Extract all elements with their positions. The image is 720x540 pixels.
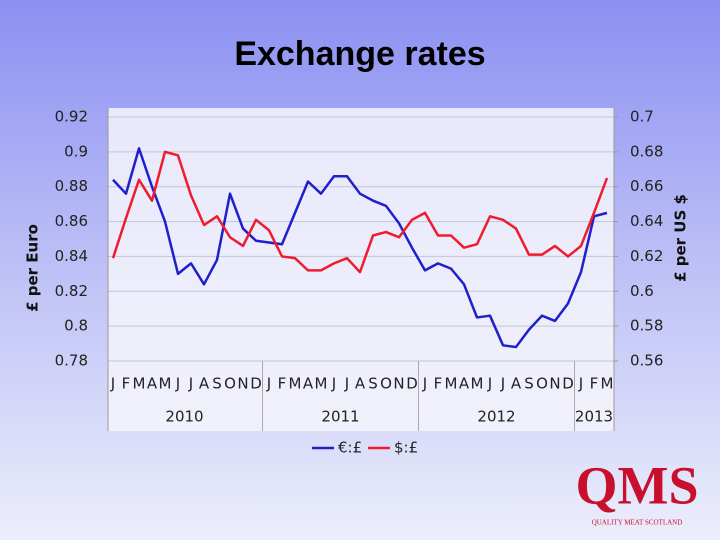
x-tick-label: F <box>278 375 287 393</box>
x-tick-label: F <box>590 375 599 393</box>
y-tick-label: 0.82 <box>55 282 88 300</box>
y-tick-label: 0.92 <box>55 108 88 126</box>
year-label: 2010 <box>165 408 203 426</box>
x-tick-label: M <box>471 375 484 393</box>
x-tick-label: A <box>199 375 210 393</box>
x-tick-label: N <box>393 375 404 393</box>
x-tick-label: A <box>459 375 470 393</box>
x-tick-label: A <box>303 375 314 393</box>
x-tick-label: J <box>110 375 115 393</box>
x-tick-label: A <box>355 375 366 393</box>
x-tick-label: M <box>133 375 146 393</box>
chart-title: Exchange rates <box>234 35 485 73</box>
x-tick-label: J <box>578 375 583 393</box>
x-tick-label: M <box>315 375 328 393</box>
x-tick-label: O <box>536 375 548 393</box>
y2-tick-label: 0.62 <box>630 247 663 265</box>
x-tick-label: A <box>511 375 522 393</box>
series-line <box>112 147 608 349</box>
x-tick-label: J <box>487 375 492 393</box>
x-tick-label: F <box>434 375 443 393</box>
x-tick-label: J <box>266 375 271 393</box>
legend-label: $:£ <box>394 439 418 457</box>
x-tick-label: O <box>224 375 236 393</box>
x-tick-label: D <box>562 375 574 393</box>
x-tick-label: D <box>406 375 418 393</box>
y-axis-label: £ per Euro <box>24 224 42 312</box>
x-tick-label: M <box>159 375 172 393</box>
y2-tick-label: 0.6 <box>630 282 654 300</box>
x-tick-label: M <box>601 375 614 393</box>
y-tick-label: 0.8 <box>64 317 88 335</box>
y2-axis-label: £ per US $ <box>672 194 690 282</box>
x-tick-label: F <box>122 375 131 393</box>
x-tick-label: D <box>250 375 262 393</box>
y2-tick-label: 0.56 <box>630 352 663 370</box>
series-line <box>111 150 609 274</box>
y-tick-label: 0.9 <box>64 142 88 160</box>
x-tick-label: M <box>445 375 458 393</box>
year-label: 2012 <box>477 408 515 426</box>
x-tick-label: S <box>212 375 222 393</box>
x-tick-label: A <box>147 375 158 393</box>
y-tick-label: 0.86 <box>55 212 88 230</box>
y-tick-label: 0.78 <box>55 352 88 370</box>
year-label: 2011 <box>321 408 359 426</box>
x-tick-label: J <box>331 375 336 393</box>
logo-tagline: QUALITY MEAT SCOTLAND <box>592 519 683 527</box>
x-tick-label: N <box>237 375 248 393</box>
y2-tick-label: 0.68 <box>630 142 663 160</box>
y2-tick-label: 0.58 <box>630 317 663 335</box>
x-tick-label: O <box>380 375 392 393</box>
logo-mark: QMS <box>575 455 698 515</box>
y2-tick-label: 0.7 <box>630 108 654 126</box>
x-tick-label: S <box>524 375 534 393</box>
x-tick-label: S <box>368 375 378 393</box>
legend-label: €:£ <box>338 439 362 457</box>
x-tick-label: N <box>549 375 560 393</box>
x-tick-label: J <box>422 375 427 393</box>
x-tick-label: J <box>344 375 349 393</box>
year-label: 2013 <box>575 408 613 426</box>
x-tick-label: M <box>289 375 302 393</box>
x-tick-label: J <box>188 375 193 393</box>
y-tick-label: 0.88 <box>55 177 88 195</box>
y-tick-label: 0.84 <box>55 247 88 265</box>
x-tick-label: J <box>175 375 180 393</box>
y2-tick-label: 0.66 <box>630 177 663 195</box>
y2-tick-label: 0.64 <box>630 212 663 230</box>
x-tick-label: J <box>500 375 505 393</box>
